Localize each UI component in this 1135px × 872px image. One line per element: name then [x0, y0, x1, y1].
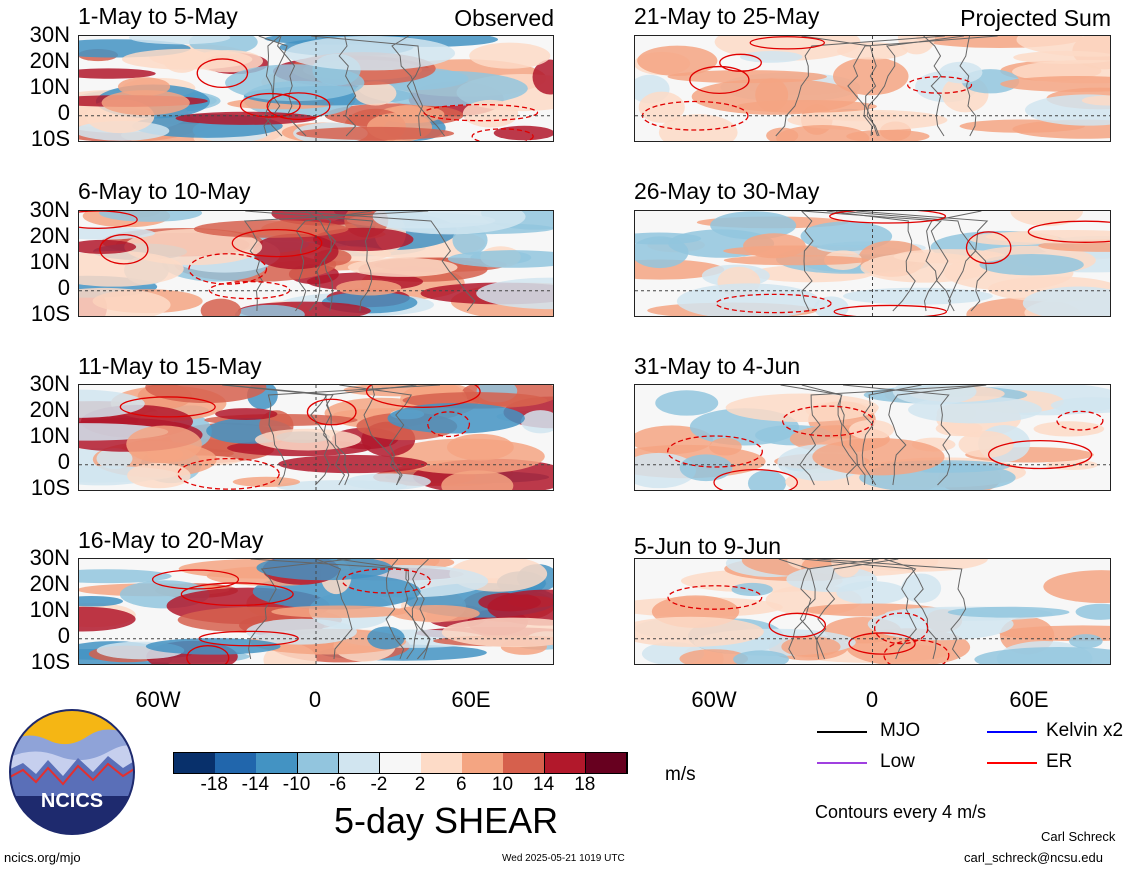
shear-field [79, 385, 553, 490]
colorbar-swatch [421, 753, 463, 773]
lat-label: 30N [29, 197, 70, 222]
lon-label: 0 [865, 687, 879, 712]
shear-field [79, 211, 553, 316]
lat-label: 0 [57, 623, 70, 648]
legend-swatch-low [817, 762, 867, 764]
colorbar-swatch [544, 753, 587, 773]
colorbar-tick-label: -6 [329, 774, 347, 795]
shear-field [635, 559, 1110, 664]
colorbar-swatch [338, 753, 381, 773]
colorbar-swatch [297, 753, 340, 773]
lat-label: 30N [29, 371, 70, 396]
colorbar-tick-label: 6 [455, 774, 467, 795]
panel-title: 21-May to 25-May [634, 3, 820, 29]
footer-email: carl_schreck@ncsu.edu [964, 850, 1103, 865]
colorbar-tick-label: 10 [491, 774, 514, 795]
shear-map-panel [634, 210, 1111, 317]
lat-label: 20N [29, 48, 70, 73]
lon-label: 60W [691, 687, 737, 712]
colorbar-swatch [174, 753, 216, 773]
legend-swatch-kelvin [987, 731, 1037, 733]
lon-label: 60W [135, 687, 181, 712]
lat-label: 10S [30, 126, 70, 151]
panel-title: 16-May to 20-May [78, 527, 264, 553]
panel-title: 31-May to 4-Jun [634, 353, 801, 379]
footer-timestamp: Wed 2025-05-21 1019 UTC [502, 853, 625, 864]
colorbar-tick-label: -2 [370, 774, 388, 795]
panel-title: 5-Jun to 9-Jun [634, 533, 782, 559]
colorbar-tick-label: 14 [533, 774, 555, 795]
lon-label: 60E [451, 687, 491, 712]
colorbar-swatch [503, 753, 546, 773]
legend-swatch-mjo [817, 731, 867, 733]
legend-swatch-er [987, 762, 1037, 764]
lat-label: 30N [29, 545, 70, 570]
lon-label: 0 [308, 687, 322, 712]
lat-label: 10S [30, 649, 70, 674]
panel-tag-projected: Projected Sum [960, 5, 1111, 31]
colorbar-swatch [462, 753, 504, 773]
shear-map-panel [78, 558, 554, 665]
logo-text: NCICS [40, 790, 104, 812]
footer-author: Carl Schreck [1041, 829, 1116, 844]
shear-field [635, 211, 1110, 316]
lat-label: 10N [29, 423, 70, 448]
colorbar-tick-label: -10 [282, 774, 311, 795]
shear-map-panel [78, 384, 554, 491]
lon-label: 60E [1009, 687, 1049, 712]
legend-label-kelvin: Kelvin x2 [1046, 720, 1124, 741]
colorbar-swatch [256, 753, 299, 773]
lat-label: 10S [30, 475, 70, 500]
lat-label: 20N [29, 223, 70, 248]
lat-label: 0 [57, 100, 70, 125]
colorbar-swatch [585, 753, 628, 773]
legend-label-low: Low [880, 751, 915, 772]
panel-title: 6-May to 10-May [78, 178, 251, 204]
panel-title: 11-May to 15-May [78, 353, 262, 379]
shear-map-panel [634, 35, 1111, 142]
panel-title: 1-May to 5-May [78, 3, 238, 29]
colorbar-tick-label: 18 [574, 774, 596, 795]
colorbar-swatch [379, 753, 422, 773]
colorbar-title: 5-day SHEAR [334, 800, 559, 841]
colorbar-units: m/s [665, 764, 696, 785]
shear-field [79, 559, 553, 664]
panel-title: 26-May to 30-May [634, 178, 820, 204]
lat-label: 0 [57, 275, 70, 300]
lat-label: 10S [30, 301, 70, 326]
lat-label: 10N [29, 249, 70, 274]
lat-label: 0 [57, 449, 70, 474]
shear-map-panel [634, 384, 1111, 491]
legend-label-er: ER [1046, 751, 1073, 772]
panel-tag-observed: Observed [454, 5, 554, 31]
shear-map-panel [634, 558, 1111, 665]
shear-map-panel [78, 210, 554, 317]
shear-map-panel [78, 35, 554, 142]
colorbar-swatch [215, 753, 257, 773]
ncics-logo: NCICS [8, 708, 136, 836]
colorbar-tick-label: -14 [241, 774, 270, 795]
colorbar-tick-label: -18 [200, 774, 228, 795]
shear-field [79, 36, 553, 141]
lat-label: 20N [29, 397, 70, 422]
footer-url: ncics.org/mjo [4, 850, 81, 865]
lat-label: 30N [29, 22, 70, 47]
colorbar-tick-label: 2 [414, 774, 426, 795]
shear-field [635, 36, 1110, 141]
lat-label: 10N [29, 74, 70, 99]
lat-label: 20N [29, 571, 70, 596]
lat-label: 10N [29, 597, 70, 622]
legend-label-mjo: MJO [880, 720, 921, 741]
contour-note: Contours every 4 m/s [815, 802, 987, 822]
colorbar [173, 752, 628, 774]
shear-field [635, 385, 1110, 490]
